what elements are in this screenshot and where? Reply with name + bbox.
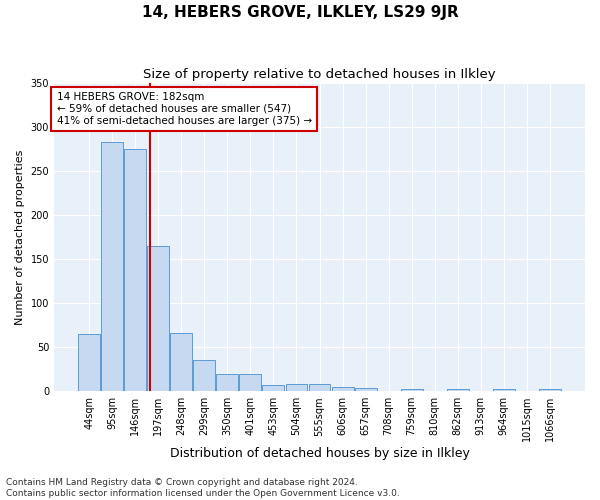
Y-axis label: Number of detached properties: Number of detached properties <box>15 150 25 325</box>
Title: Size of property relative to detached houses in Ilkley: Size of property relative to detached ho… <box>143 68 496 80</box>
Bar <box>355 388 377 391</box>
Bar <box>193 360 215 391</box>
Bar <box>124 149 146 391</box>
Bar <box>332 387 353 391</box>
Bar <box>493 390 515 391</box>
Bar <box>401 388 422 391</box>
Bar <box>170 333 192 391</box>
Bar <box>239 374 262 391</box>
Bar <box>308 384 331 391</box>
X-axis label: Distribution of detached houses by size in Ilkley: Distribution of detached houses by size … <box>170 447 469 460</box>
Bar <box>447 388 469 391</box>
Bar <box>286 384 307 391</box>
Text: 14 HEBERS GROVE: 182sqm
← 59% of detached houses are smaller (547)
41% of semi-d: 14 HEBERS GROVE: 182sqm ← 59% of detache… <box>56 92 312 126</box>
Bar <box>262 385 284 391</box>
Bar <box>78 334 100 391</box>
Bar <box>147 246 169 391</box>
Bar <box>539 390 561 391</box>
Text: 14, HEBERS GROVE, ILKLEY, LS29 9JR: 14, HEBERS GROVE, ILKLEY, LS29 9JR <box>142 5 458 20</box>
Bar <box>101 142 123 391</box>
Text: Contains HM Land Registry data © Crown copyright and database right 2024.
Contai: Contains HM Land Registry data © Crown c… <box>6 478 400 498</box>
Bar <box>217 374 238 391</box>
